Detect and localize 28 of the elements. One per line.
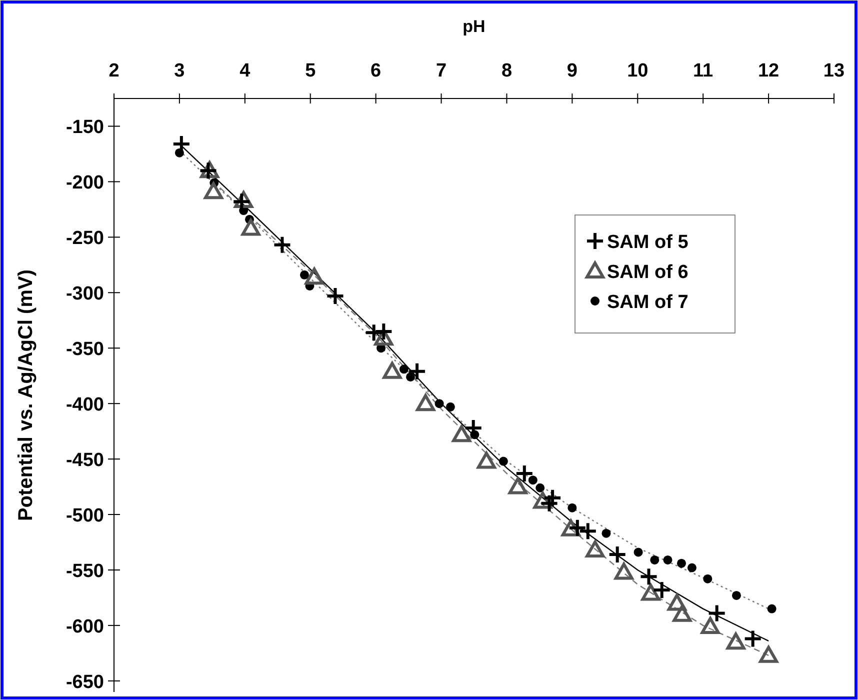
x-tick-label: 13 bbox=[823, 60, 845, 82]
y-tick-label: -450 bbox=[66, 450, 104, 472]
y-tick-label: -400 bbox=[66, 394, 104, 416]
y-tick-label: -600 bbox=[66, 616, 104, 638]
y-tick-label: -500 bbox=[66, 506, 104, 527]
x-tick-label: 9 bbox=[566, 60, 578, 82]
x-tick-label: 7 bbox=[436, 60, 447, 82]
x-tick-label: 4 bbox=[240, 60, 251, 82]
y-tick-label: -200 bbox=[66, 172, 104, 194]
x-tick-label: 2 bbox=[108, 60, 120, 82]
x-tick-label: 10 bbox=[627, 60, 648, 82]
x-tick-label: 6 bbox=[370, 60, 382, 82]
y-tick-label: -650 bbox=[66, 672, 104, 693]
x-axis-title: pH bbox=[462, 17, 486, 36]
y-tick-label: -150 bbox=[66, 117, 104, 138]
x-tick-label: 11 bbox=[693, 60, 714, 82]
legend-label: SAM of 5 bbox=[607, 232, 689, 253]
x-tick-label: 5 bbox=[305, 60, 316, 82]
y-tick-label: -550 bbox=[66, 560, 104, 582]
y-tick-label: -250 bbox=[66, 228, 104, 250]
legend-label: SAM of 7 bbox=[607, 292, 688, 313]
y-tick-label: -300 bbox=[66, 284, 104, 305]
legend-label: SAM of 6 bbox=[607, 262, 688, 283]
y-tick-label: -350 bbox=[66, 339, 104, 360]
x-tick-label: 8 bbox=[501, 60, 512, 82]
x-tick-label: 3 bbox=[174, 60, 185, 82]
y-axis-title: Potential vs. Ag/AgCl (mV) bbox=[15, 269, 37, 522]
x-tick-label: 12 bbox=[758, 60, 780, 82]
